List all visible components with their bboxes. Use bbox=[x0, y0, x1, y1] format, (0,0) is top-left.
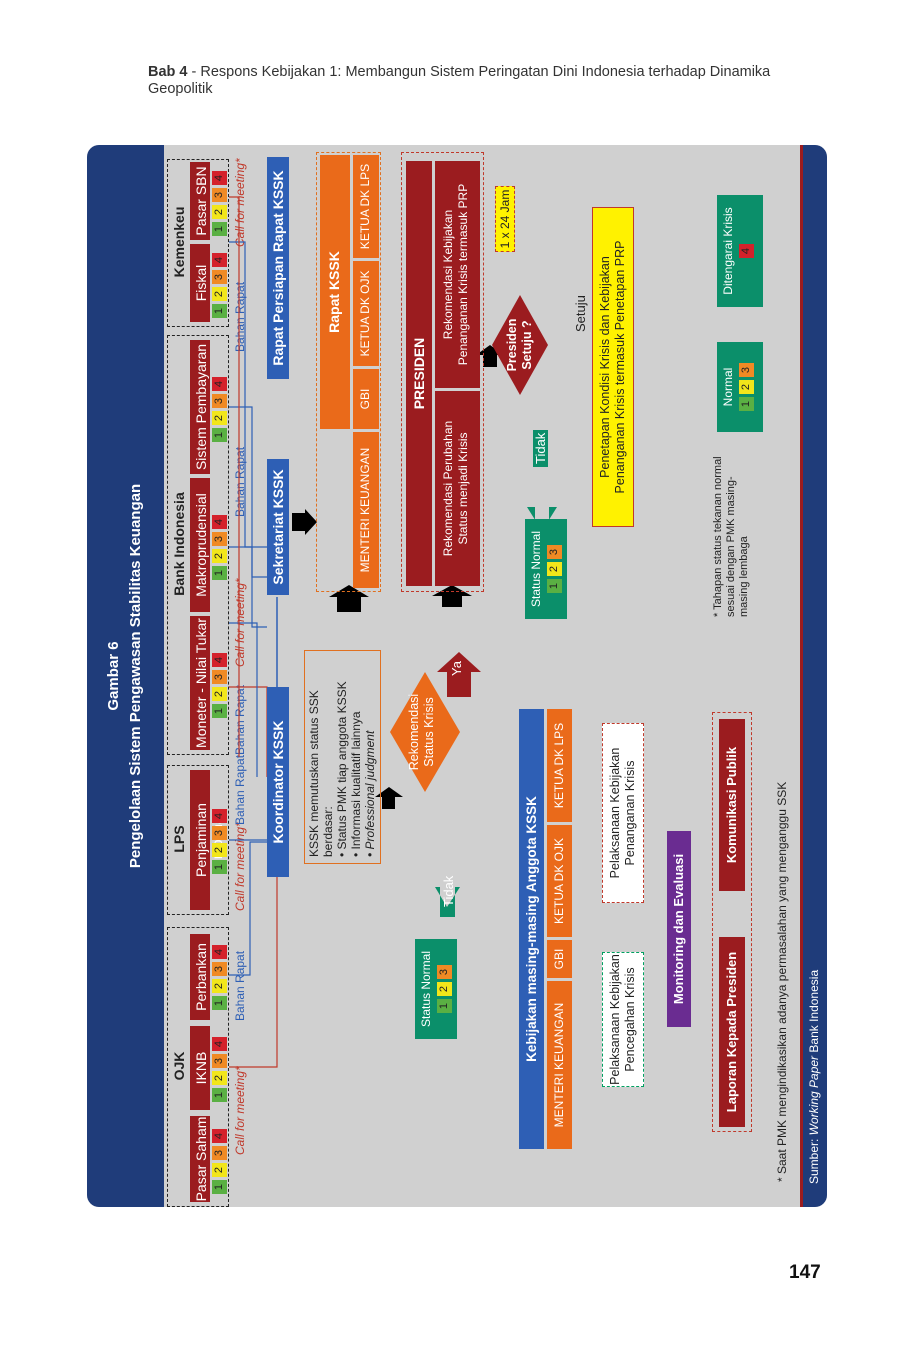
presiden-setuju-diamond: Presiden Setuju ? bbox=[505, 295, 535, 395]
penetapan-line2: Penanganan Krisis termasuk Penetapan PRP bbox=[613, 240, 627, 494]
pencegahan-line2: Pencegahan Krisis bbox=[623, 967, 637, 1072]
level-cells: 1 2 3 bbox=[739, 342, 754, 432]
page-header: Bab 4 - Respons Kebijakan 1: Membangun S… bbox=[148, 64, 828, 98]
status-normal-label: Status Normal bbox=[529, 530, 543, 608]
level-3: 3 bbox=[739, 363, 754, 377]
level-4: 4 bbox=[739, 244, 754, 258]
chapter-label: Bab 4 bbox=[148, 64, 188, 80]
presiden-setuju-line2: Setuju ? bbox=[520, 320, 534, 370]
penetapan-krisis: Penetapan Kondisi Krisis dan Kebijakan P… bbox=[592, 207, 634, 527]
flow-arrows bbox=[292, 345, 504, 809]
member-gbi: GBI bbox=[547, 940, 572, 978]
rekomendasi-line1: Rekomendasi bbox=[407, 693, 421, 771]
level-1: 1 bbox=[739, 397, 754, 411]
tidak-label: Tidak bbox=[441, 875, 456, 907]
pencegahan-line1: Pelaksanaan Kebijakan bbox=[608, 954, 622, 1085]
legend-normal: Normal 1 2 3 bbox=[717, 342, 763, 432]
presiden-setuju-line1: Presiden bbox=[505, 318, 519, 372]
legend-note: * Tahapan status tekanan normal sesuai d… bbox=[712, 456, 750, 617]
level-2: 2 bbox=[739, 380, 754, 394]
level-2: 2 bbox=[547, 562, 562, 576]
komunikasi-publik: Komunikasi Publik bbox=[719, 719, 745, 891]
source-suffix: Bank Indonesia bbox=[807, 969, 821, 1056]
penetapan-line1: Penetapan Kondisi Krisis dan Kebijakan bbox=[598, 256, 612, 478]
member-ojk: KETUA DK OJK bbox=[547, 825, 572, 937]
rekomendasi-diamond: Rekomendasi Status Krisis bbox=[407, 672, 437, 792]
chapter-title: - Respons Kebijakan 1: Membangun Sistem … bbox=[148, 64, 771, 97]
figure-panel: Gambar 6 Pengelolaan Sistem Pengawasan S… bbox=[87, 145, 827, 1207]
kebijakan-anggota-group: Kebijakan masing-masing Anggota KSSK MEN… bbox=[519, 709, 574, 1149]
penanganan-line2: Penanganan Krisis bbox=[623, 760, 637, 866]
laporan-presiden: Laporan Kepada Presiden bbox=[719, 937, 745, 1127]
decision-shapes bbox=[390, 295, 557, 917]
rekomendasi-line2: Status Krisis bbox=[422, 697, 436, 767]
level-3: 3 bbox=[437, 965, 452, 979]
legend-krisis-label: Ditengarai Krisis bbox=[721, 207, 735, 295]
setuju-label: Setuju bbox=[573, 295, 588, 332]
level-2: 2 bbox=[437, 982, 452, 996]
level-cells: 1 2 3 bbox=[437, 939, 452, 1039]
pelaksanaan-penanganan: Pelaksanaan Kebijakan Penanganan Krisis bbox=[602, 723, 644, 903]
pelaksanaan-pencegahan: Pelaksanaan Kebijakan Pencegahan Krisis bbox=[602, 952, 644, 1087]
ya-label: Ya bbox=[449, 661, 464, 676]
laporan-group: Laporan Kepada Presiden Komunikasi Publi… bbox=[712, 712, 752, 1132]
source-bar: Sumber: Working Paper Bank Indonesia bbox=[803, 145, 827, 1207]
status-normal-box: Status Normal 1 2 3 bbox=[415, 939, 457, 1039]
source-prefix: Sumber: bbox=[807, 1135, 821, 1184]
source-italic: Working Paper bbox=[807, 1055, 821, 1136]
timer-badge: 1 x 24 Jam bbox=[495, 186, 515, 252]
kebijakan-anggota: Kebijakan masing-masing Anggota KSSK bbox=[519, 709, 544, 1149]
status-normal-label: Status Normal bbox=[419, 950, 433, 1028]
figure-frame: Gambar 6 Pengelolaan Sistem Pengawasan S… bbox=[87, 145, 827, 1207]
level-cells: 4 bbox=[739, 195, 754, 307]
penanganan-line1: Pelaksanaan Kebijakan bbox=[608, 747, 622, 879]
member-menkeu: MENTERI KEUANGAN bbox=[547, 981, 572, 1149]
legend-krisis: Ditengarai Krisis 4 bbox=[717, 195, 763, 307]
legend-normal-label: Normal bbox=[721, 367, 735, 407]
level-cells: 1 2 3 bbox=[547, 519, 562, 619]
monitoring-evaluasi: Monitoring dan Evaluasi bbox=[667, 831, 691, 1027]
level-1: 1 bbox=[547, 579, 562, 593]
page-number: 147 bbox=[789, 1262, 821, 1283]
footnote: * Saat PMK mengindikasikan adanya permas… bbox=[775, 781, 789, 1182]
level-3: 3 bbox=[547, 545, 562, 559]
tidak-label: Tidak bbox=[533, 429, 548, 467]
member-lps: KETUA DK LPS bbox=[547, 709, 572, 822]
status-normal-box: Status Normal 1 2 3 bbox=[525, 519, 567, 619]
level-1: 1 bbox=[437, 999, 452, 1013]
